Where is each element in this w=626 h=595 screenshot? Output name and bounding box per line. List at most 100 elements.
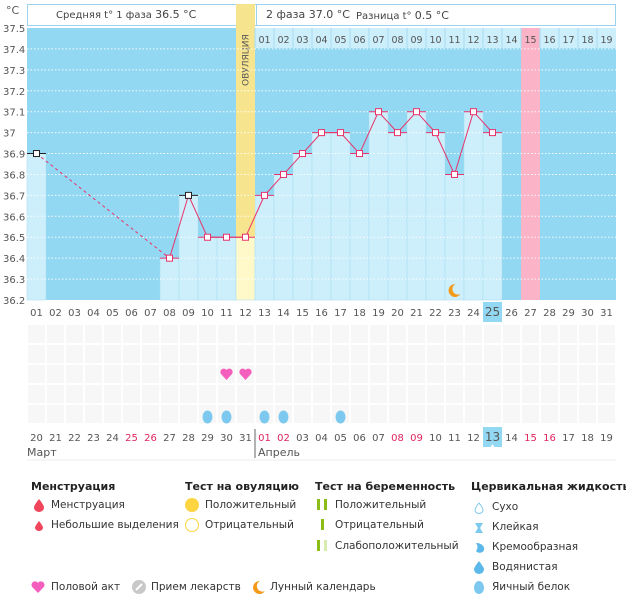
cycle-day-label: 29 xyxy=(562,308,575,319)
event-cell xyxy=(47,345,64,363)
event-cell xyxy=(389,325,406,343)
y-tick-label: 37.5 xyxy=(3,24,25,35)
legend-spotting-item: Небольшие выделения xyxy=(51,519,179,531)
event-cell xyxy=(370,405,387,423)
event-cell xyxy=(104,365,121,383)
event-cell xyxy=(541,345,558,363)
event-cell xyxy=(598,405,615,423)
temperature-point xyxy=(185,191,192,199)
luteal-day-label: 13 xyxy=(486,35,498,46)
cycle-day-label: 26 xyxy=(505,308,518,319)
event-cell xyxy=(598,345,615,363)
y-tick-label: 36.8 xyxy=(3,170,25,181)
event-cell xyxy=(161,365,178,383)
calendar-date: 22 xyxy=(68,433,81,444)
calendar-date: 01 xyxy=(258,433,271,444)
calendar-today-highlight xyxy=(483,427,502,447)
cycle-day-label: 25 xyxy=(485,305,500,319)
legend-cervical-title: Цервикальная жидкость xyxy=(471,480,626,493)
temperature-difference: Разница t° 0.5 °C xyxy=(356,9,449,22)
temperature-bar xyxy=(235,236,256,301)
today-highlight xyxy=(483,302,502,322)
event-cell xyxy=(370,345,387,363)
temperature-point xyxy=(451,170,458,178)
event-cell xyxy=(446,325,463,343)
event-cell xyxy=(28,365,45,383)
calendar-date: 07 xyxy=(372,433,385,444)
event-cell xyxy=(294,405,311,423)
event-cell xyxy=(579,325,596,343)
phase2-value: 37.0 °C xyxy=(308,8,350,21)
calendar-date: 28 xyxy=(182,433,195,444)
event-cell xyxy=(161,345,178,363)
event-cell xyxy=(370,365,387,383)
luteal-day-label: 07 xyxy=(372,35,384,46)
temperature-line-segment xyxy=(359,111,379,154)
event-cell xyxy=(503,385,520,403)
cycle-day-label: 21 xyxy=(410,308,423,319)
cycle-day-label: 23 xyxy=(448,308,461,319)
temperature-bar xyxy=(349,153,370,301)
calendar-date: 23 xyxy=(87,433,100,444)
event-cell xyxy=(427,325,444,343)
pregnancy-positive-icon-bar xyxy=(324,499,327,510)
negative-ovulation-test-icon xyxy=(185,518,199,532)
temperature-bar xyxy=(387,132,408,301)
event-cell xyxy=(598,365,615,383)
event-cell xyxy=(484,365,501,383)
today-pointer xyxy=(490,444,495,447)
y-tick-label: 37.2 xyxy=(3,87,25,98)
y-tick-label: 37.4 xyxy=(3,45,25,56)
event-cell xyxy=(446,365,463,383)
event-cell xyxy=(579,345,596,363)
event-cell xyxy=(104,325,121,343)
cycle-day-label: 07 xyxy=(144,308,157,319)
ovulation-column xyxy=(236,4,255,238)
temperature-point xyxy=(337,129,344,137)
calendar-date: 19 xyxy=(600,433,613,444)
event-cell xyxy=(351,365,368,383)
temperature-point xyxy=(394,129,401,137)
event-cell xyxy=(66,345,83,363)
event-cell xyxy=(579,365,596,383)
event-cell xyxy=(237,385,254,403)
legend-ovulation-negative: Отрицательный xyxy=(205,519,294,531)
egg-white-icon xyxy=(335,410,346,424)
calendar-date: 20 xyxy=(30,433,43,444)
event-cell xyxy=(28,385,45,403)
event-cell xyxy=(199,345,216,363)
event-cell xyxy=(408,385,425,403)
cycle-day-label: 22 xyxy=(429,308,442,319)
phase1-value: 36.5 °C xyxy=(155,8,197,21)
event-cell xyxy=(541,365,558,383)
event-cell xyxy=(541,385,558,403)
event-cell xyxy=(47,385,64,403)
event-cell xyxy=(389,345,406,363)
legend-medication: Прием лекарств xyxy=(151,581,241,593)
cycle-day-label: 24 xyxy=(467,308,480,319)
cycle-day-label: 11 xyxy=(220,308,233,319)
temperature-point xyxy=(166,254,173,262)
legend-cervical-sticky: Клейкая xyxy=(492,521,539,533)
legend-cervical-watery: Водянистая xyxy=(492,561,558,573)
event-cell xyxy=(123,405,140,423)
luteal-day-label: 06 xyxy=(353,35,365,46)
event-cell xyxy=(161,385,178,403)
event-cell xyxy=(47,405,64,423)
event-cell xyxy=(522,345,539,363)
calendar-date: 21 xyxy=(49,433,62,444)
event-cell xyxy=(332,345,349,363)
event-cell xyxy=(503,325,520,343)
event-cell xyxy=(427,405,444,423)
event-cell xyxy=(313,345,330,363)
event-cell xyxy=(560,385,577,403)
legend-pregnancy-negative: Отрицательный xyxy=(335,519,424,531)
event-cell xyxy=(313,325,330,343)
luteal-day-label: 05 xyxy=(334,35,346,46)
cycle-day-label: 02 xyxy=(49,308,62,319)
event-cell xyxy=(427,365,444,383)
temperature-point xyxy=(280,170,287,178)
legend-moon-calendar: Лунный календарь xyxy=(270,581,376,593)
event-cell xyxy=(427,385,444,403)
temperature-line-segment xyxy=(454,111,474,175)
